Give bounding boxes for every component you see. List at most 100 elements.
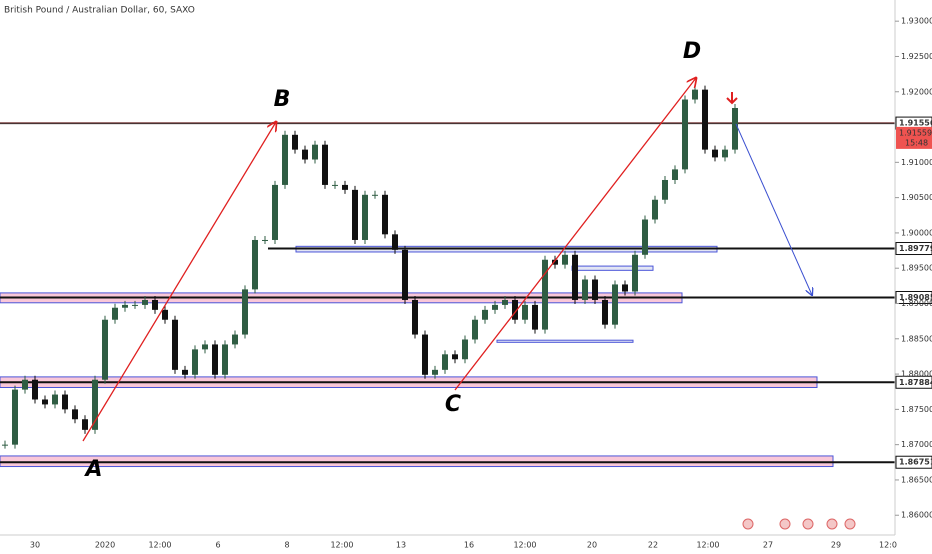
y-tick-label: 1.90000	[901, 228, 932, 237]
x-tick-label: 12:00	[513, 541, 536, 550]
x-tick-label: 12:00	[696, 541, 719, 550]
candle	[212, 344, 218, 375]
y-tick-label: 1.93000	[901, 17, 932, 26]
candle	[472, 319, 478, 340]
y-tick-label: 1.88500	[901, 334, 932, 343]
candle	[292, 134, 298, 150]
candle	[42, 399, 48, 405]
candle	[602, 299, 608, 325]
candle	[172, 319, 178, 370]
candle	[452, 354, 458, 360]
candle	[712, 149, 718, 158]
candle	[302, 149, 308, 160]
candle	[632, 254, 638, 292]
x-tick-label: 2020	[95, 541, 115, 550]
y-tick-label: 1.92500	[901, 52, 932, 61]
x-tick-label: 22	[648, 541, 658, 550]
candle	[322, 144, 328, 185]
x-tick-label: 27	[763, 541, 773, 550]
candle	[432, 369, 438, 375]
level-label-box	[895, 242, 932, 256]
x-tick-label: 12:0	[879, 541, 897, 550]
level-label: 1.86751	[899, 458, 932, 467]
candle	[722, 149, 728, 158]
candle	[2, 444, 8, 446]
y-tick-label: 1.90500	[901, 193, 932, 202]
level-label-box	[895, 375, 932, 389]
candle	[692, 89, 698, 100]
y-tick-label: 1.92000	[901, 87, 932, 96]
candle	[422, 334, 428, 375]
candle	[152, 299, 158, 310]
candle	[342, 184, 348, 190]
x-tick-label: 13	[396, 541, 406, 550]
candles	[2, 85, 738, 449]
candle	[482, 309, 488, 320]
level-label: 1.89085	[899, 293, 932, 302]
candle	[442, 354, 448, 370]
candle	[372, 194, 378, 196]
candle	[702, 89, 708, 150]
candle	[282, 134, 288, 185]
candle	[492, 304, 498, 310]
level-label: 1.89779	[899, 244, 932, 253]
candle	[272, 184, 278, 240]
zones	[0, 245, 834, 468]
candle	[102, 319, 108, 380]
candle	[622, 284, 628, 292]
candle	[192, 349, 198, 375]
candle	[162, 309, 168, 320]
zone	[571, 265, 654, 271]
y-tick-label: 1.89500	[901, 264, 932, 273]
levels: 1.91556 1.89779 1.89085 1.87884 1.86751 1.915…	[0, 116, 932, 469]
wave-label: C	[445, 392, 461, 417]
x-tick-label: 30	[30, 541, 40, 550]
candle	[732, 107, 738, 150]
candle	[682, 99, 688, 170]
x-tick-label: 12:00	[148, 541, 171, 550]
event-icons	[742, 518, 856, 530]
candle	[502, 299, 508, 305]
candle	[582, 279, 588, 300]
candle	[672, 169, 678, 180]
candle	[92, 379, 98, 430]
arrow-down	[726, 92, 738, 105]
y-tick-label: 1.86500	[901, 475, 932, 484]
candle	[542, 259, 548, 330]
candle	[82, 419, 88, 430]
countdown: 15:48	[905, 138, 928, 147]
chart-title: British Pound / Australian Dollar, 60, S…	[4, 6, 195, 16]
arrow-cd	[454, 78, 696, 391]
y-tick-label: 1.89000	[901, 299, 932, 308]
candle	[122, 304, 128, 308]
candle	[242, 289, 248, 335]
candle	[592, 279, 598, 300]
candle	[12, 389, 18, 445]
candle	[112, 307, 118, 320]
candle	[512, 299, 518, 320]
candle	[262, 239, 268, 241]
candle	[532, 304, 538, 330]
candle	[652, 199, 658, 220]
candle	[62, 394, 68, 410]
x-tick-label: 20	[587, 541, 597, 550]
y-tick-label: 1.88000	[901, 370, 932, 379]
x-tick-label: 29	[831, 541, 841, 550]
candle	[402, 249, 408, 300]
x-tick-label: 16	[464, 541, 474, 550]
wave-label: B	[274, 87, 291, 112]
candle	[362, 194, 368, 240]
candle	[132, 304, 138, 306]
y-tick-label: 1.87000	[901, 440, 932, 449]
level-label: 1.91556	[899, 119, 932, 128]
candle	[312, 144, 318, 160]
candle	[552, 259, 558, 265]
y-tick-label: 1.86000	[901, 511, 932, 520]
candle	[352, 189, 358, 240]
candle	[382, 194, 388, 235]
candle	[462, 339, 468, 360]
candle	[332, 184, 338, 186]
level-label: 1.87884	[899, 378, 932, 387]
candle	[392, 234, 398, 250]
